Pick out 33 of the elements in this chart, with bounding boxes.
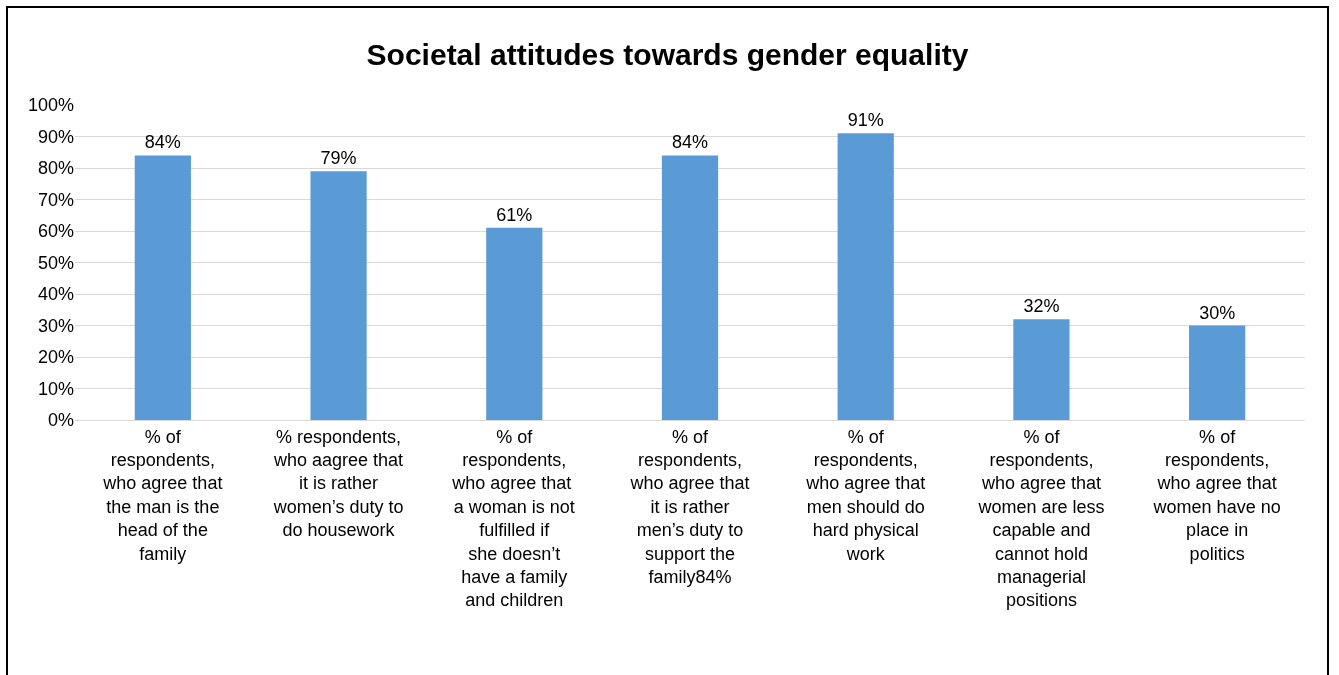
x-tick-label: % of respondents, who agree that the man is the head of the family [102,426,223,564]
x-tick-label: % of respondents, who agree that women have no place in politics [1152,426,1281,564]
y-tick-label: 90% [37,126,74,147]
y-tick-label: 20% [37,347,74,368]
y-tick-label: 80% [37,158,74,179]
y-tick-label: 0% [47,410,74,431]
y-tick-label: 100% [27,95,74,116]
y-tick-label: 70% [37,189,74,210]
x-tick-label: % of respondents, who agree that it is rather men’s duty to support the family84% [629,426,750,587]
bar [1013,319,1070,420]
bar [134,155,191,420]
data-label: 32% [1023,296,1060,317]
bar [1189,325,1246,420]
data-label: 30% [1199,302,1236,323]
bar [837,133,894,420]
bar [486,227,543,420]
data-label: 84% [671,132,709,153]
bar [310,171,367,420]
data-label: 91% [847,110,884,131]
x-tick-label: % of respondents, who agree that men should do hard physical work [805,426,926,564]
bar [661,155,719,420]
y-tick-label: 60% [37,221,74,242]
x-tick-label: % of respondents, who agree that women are less capable and cannot hold managerial positions [977,426,1105,611]
y-tick-label: 50% [37,252,74,273]
data-label: 79% [320,148,357,169]
x-tick-label: % respondents, who aagree that it is rather women’s duty to do housework [272,426,404,541]
data-label: 84% [144,132,181,153]
chart-title: Societal attitudes towards gender equality [366,38,969,72]
y-tick-label: 10% [37,378,74,399]
y-tick-label: 40% [37,284,74,305]
data-label: 61% [496,204,533,225]
y-tick-label: 30% [37,315,74,336]
x-tick-label: % of respondents, who agree that a woman is not fulfilled if she doesn’t have a family and children [451,426,577,611]
